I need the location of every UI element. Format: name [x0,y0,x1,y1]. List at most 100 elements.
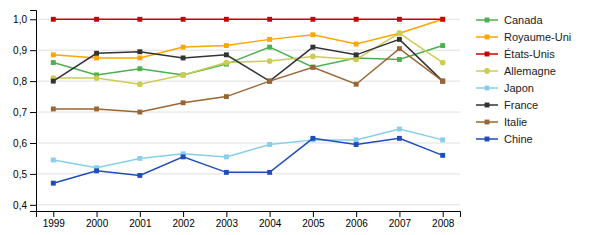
y-tick-mark [30,81,36,82]
legend-label: Royaume-Uni [504,31,571,43]
x-tick: 2005 [302,211,325,229]
x-tick-label: 2007 [389,218,412,229]
series-marker [440,43,445,48]
series-marker [94,17,99,22]
legend-label: Italie [504,116,527,128]
series-marker [354,52,359,57]
legend-swatch-marker [485,18,490,23]
series-line [53,129,442,168]
series [51,17,445,22]
series-marker [397,136,402,141]
series-marker [94,168,99,173]
series-marker [440,60,446,66]
x-tick-mark [53,211,54,217]
legend-label: Allemagne [504,65,556,77]
series-line [53,138,442,183]
series-marker [397,127,402,132]
grid [36,19,460,205]
x-tick-label: 2005 [302,218,325,229]
legend-swatch-marker [485,120,490,125]
legend-swatch-marker [484,68,490,74]
chart-container: 1999200020012002200320042005200620072008… [0,0,595,235]
y-tick-label: 0,9 [13,45,27,56]
series-group [50,17,445,186]
series-marker [267,79,272,84]
series-marker [224,43,229,48]
series-marker [397,46,402,51]
y-tick-mark [30,205,36,206]
series-marker [267,37,272,42]
x-tick: 2008 [432,211,455,229]
legend-item: Royaume-Uni [476,31,571,43]
series-marker [310,54,316,60]
series-marker [137,55,142,60]
series-marker [137,173,142,178]
series-marker [51,52,56,57]
series-marker [181,100,186,105]
x-tick-mark [313,211,314,217]
series-marker [440,137,445,142]
legend-swatch-marker [485,137,490,142]
series-line [53,33,442,84]
series-marker [94,107,99,112]
series-marker [397,37,402,42]
series-marker [353,57,359,63]
x-tick-label: 2008 [432,218,455,229]
series-marker [181,17,186,22]
legend-item: Italie [476,116,527,128]
x-tick: 2007 [389,211,412,229]
x-tick-label: 2006 [346,218,369,229]
grid-line [36,173,460,174]
x-tick-mark [270,211,271,217]
legend-item: États-Unis [476,48,555,60]
y-tick-mark [30,112,36,113]
series-marker [224,170,229,175]
y-tick: 0,5 [13,169,36,180]
series-marker [310,17,315,22]
legend-item: Japon [476,82,534,94]
series-marker [94,75,100,81]
series-marker [397,30,403,36]
series-marker [181,72,186,77]
y-tick-mark [30,50,36,51]
series-marker [267,17,272,22]
x-tick-label: 2004 [259,218,282,229]
legend-item: France [476,99,538,111]
series-marker [310,136,315,141]
series-marker [397,57,402,62]
y-tick-mark [30,174,36,175]
series-marker [181,45,186,50]
series-marker [440,79,445,84]
x-tick-label: 2001 [129,218,152,229]
series-line [53,49,442,112]
series-marker [267,79,272,84]
y-tick: 0,4 [13,200,36,211]
series-marker [224,94,229,99]
series-marker [181,55,186,60]
y-tick: 0,9 [13,45,36,56]
legend-swatch-marker [485,35,490,40]
x-tick-mark [226,211,227,217]
grid-line [36,81,460,82]
y-tick: 1,0 [13,14,36,25]
x-tick: 2000 [86,211,109,229]
series-marker [137,156,142,161]
series-marker [94,55,99,60]
series-marker [440,153,445,158]
y-tick: 0,7 [13,107,36,118]
legend-swatch-marker [485,86,490,91]
series-marker [51,60,56,65]
series-marker [310,45,315,50]
series [51,127,445,171]
series-marker [397,31,402,36]
series-marker [310,65,315,70]
series [51,17,445,61]
x-tick-label: 1999 [43,218,66,229]
series [51,136,445,186]
y-tick: 0,6 [13,138,36,149]
series-marker [137,17,142,22]
y-tick-label: 1,0 [13,14,27,25]
legend-label: Chine [504,133,533,145]
series-marker [224,17,229,22]
x-tick-label: 2000 [86,218,109,229]
